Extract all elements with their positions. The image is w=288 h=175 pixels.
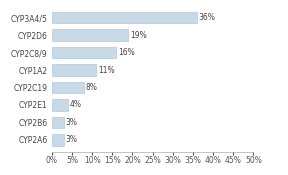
Text: 3%: 3%: [66, 118, 77, 127]
Text: 8%: 8%: [86, 83, 98, 92]
Bar: [52, 99, 68, 111]
Bar: [52, 29, 128, 41]
Bar: [52, 134, 64, 146]
Text: 16%: 16%: [118, 48, 135, 57]
Bar: [52, 82, 84, 93]
Text: 11%: 11%: [98, 65, 114, 75]
Text: 36%: 36%: [199, 13, 215, 22]
Bar: [52, 64, 96, 76]
Bar: [52, 12, 197, 23]
Text: 4%: 4%: [70, 100, 82, 109]
Bar: [52, 117, 64, 128]
Text: 3%: 3%: [66, 135, 77, 144]
Bar: [52, 47, 116, 58]
Text: 19%: 19%: [130, 31, 147, 40]
